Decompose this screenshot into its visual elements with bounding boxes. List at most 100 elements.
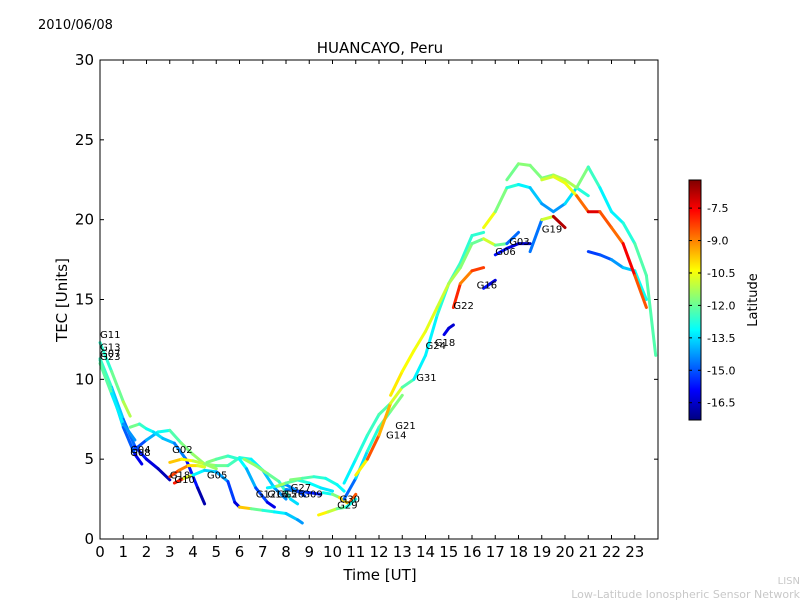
- x-tick-label: 19: [532, 543, 551, 561]
- satellite-label: G15: [277, 490, 297, 501]
- track-segment: [540, 173, 555, 180]
- x-tick-label: 7: [258, 543, 268, 561]
- track-segment: [540, 202, 555, 214]
- track-segment: [551, 202, 567, 214]
- satellite-label: G24: [426, 341, 446, 352]
- track-segment: [435, 282, 451, 309]
- track-segment: [563, 178, 579, 190]
- satellite-label: G22: [453, 301, 473, 312]
- x-tick-label: 1: [118, 543, 128, 561]
- track-segment: [424, 306, 439, 333]
- satellite-label: G14: [386, 430, 406, 441]
- satellite-label: G07: [100, 349, 120, 360]
- track-segment: [249, 507, 265, 512]
- track-segment: [172, 476, 186, 485]
- x-tick-label: 22: [602, 543, 621, 561]
- track-segment: [470, 230, 486, 238]
- satellite-track-g31: [354, 230, 486, 477]
- track-segment: [307, 491, 323, 496]
- track-segment: [575, 165, 590, 190]
- track-segment: [365, 433, 381, 461]
- track-segment: [633, 269, 648, 301]
- track-segment: [214, 454, 230, 461]
- satellite-track-g18: [442, 323, 455, 337]
- track-segment: [586, 250, 602, 257]
- track-segment: [451, 282, 462, 309]
- track-segment: [272, 510, 288, 515]
- track-segment: [586, 165, 602, 190]
- satellite-label: G16: [477, 280, 497, 291]
- track-segment: [458, 269, 474, 285]
- y-tick-label: 5: [84, 450, 94, 468]
- x-tick-label: 3: [165, 543, 175, 561]
- x-tick-label: 11: [346, 543, 365, 561]
- satellite-label: G23: [100, 352, 120, 363]
- satellite-label: G12: [256, 490, 276, 501]
- satellite-label: G31: [416, 373, 436, 384]
- track-segment: [458, 242, 474, 270]
- track-segment: [563, 181, 579, 198]
- track-segment: [447, 323, 455, 330]
- satellite-track-g01: [505, 162, 658, 357]
- x-tick-label: 17: [486, 543, 505, 561]
- x-tick-label: 23: [625, 543, 644, 561]
- track-segment: [354, 433, 369, 461]
- track-segment: [145, 457, 160, 471]
- track-segment: [265, 484, 279, 490]
- satellite-label: G11: [100, 330, 120, 341]
- satellite-label: G18: [435, 338, 455, 349]
- x-tick-label: 10: [323, 543, 342, 561]
- track-segment: [321, 491, 334, 496]
- track-segment: [238, 505, 253, 511]
- colorbar-tick-label: -16.5: [707, 397, 735, 410]
- x-tick-label: 16: [462, 543, 481, 561]
- satellite-track-g11: [98, 341, 132, 418]
- satellite-label: G08: [130, 448, 150, 459]
- satellite-track-g22: [451, 266, 486, 309]
- track-segment: [342, 457, 358, 485]
- track-segment: [265, 500, 276, 509]
- track-segment: [505, 242, 520, 250]
- track-segment: [493, 246, 509, 257]
- track-segment: [551, 175, 567, 185]
- satellite-track-g13: [98, 357, 172, 482]
- track-segment: [335, 505, 348, 511]
- track-segment: [168, 468, 181, 479]
- satellite-track-g20: [540, 175, 648, 309]
- track-segment: [365, 413, 381, 437]
- track-segment: [284, 488, 300, 493]
- track-segment: [610, 258, 625, 270]
- x-tick-label: 9: [304, 543, 314, 561]
- track-segment: [528, 186, 544, 206]
- track-segment: [261, 508, 276, 514]
- track-segment: [128, 422, 141, 429]
- satellite-label: G05: [207, 470, 227, 481]
- track-segment: [551, 173, 567, 182]
- satellite-label: G19: [542, 224, 562, 235]
- track-segment: [575, 186, 590, 198]
- track-segment: [179, 441, 195, 456]
- track-segment: [168, 428, 183, 445]
- footer-network-name: Low-Latitude Ionospheric Sensor Network: [571, 588, 800, 601]
- x-tick-label: 21: [579, 543, 598, 561]
- track-segment: [633, 242, 648, 277]
- track-segment: [493, 186, 509, 214]
- footer-network-abbrev: LISN: [777, 576, 800, 587]
- track-segment: [110, 369, 125, 404]
- track-segment: [598, 186, 613, 214]
- x-tick-label: 4: [188, 543, 198, 561]
- track-segment: [338, 496, 351, 506]
- track-segment: [389, 369, 404, 397]
- track-segment: [598, 253, 613, 262]
- satellite-track-g05: [205, 454, 276, 509]
- track-segment: [598, 210, 613, 230]
- x-tick-label: 14: [416, 543, 435, 561]
- x-tick-label: 18: [509, 543, 528, 561]
- track-segment: [470, 237, 486, 246]
- track-segment: [528, 218, 544, 254]
- track-segment: [152, 430, 165, 440]
- track-segment: [296, 489, 311, 495]
- track-segment: [505, 230, 520, 246]
- x-tick-label: 8: [281, 543, 291, 561]
